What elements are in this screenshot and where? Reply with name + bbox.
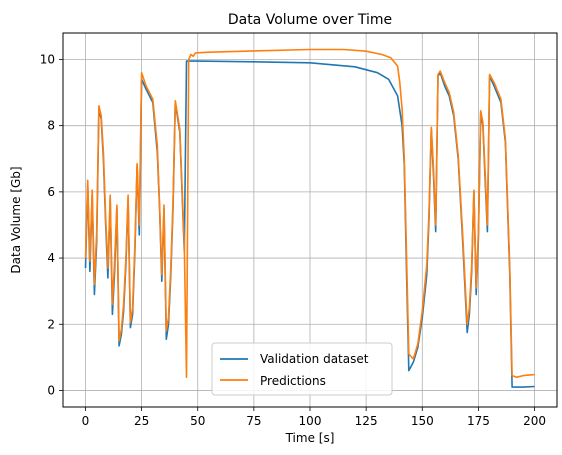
legend-label-predictions: Predictions [260, 374, 326, 388]
y-axis-ticks: 0 2 4 6 8 10 [40, 52, 63, 397]
legend-label-validation: Validation dataset [260, 352, 369, 366]
x-tick-label: 125 [355, 414, 378, 428]
legend: Validation dataset Predictions [212, 343, 392, 395]
y-tick-label: 4 [47, 251, 55, 265]
x-tick-label: 175 [467, 414, 490, 428]
y-axis-label: Data Volume [Gb] [9, 166, 23, 273]
chart-title: Data Volume over Time [228, 12, 392, 28]
x-axis-ticks: 0 25 50 75 100 125 150 175 200 [82, 407, 546, 428]
y-tick-label: 2 [47, 317, 55, 331]
x-tick-label: 150 [411, 414, 434, 428]
y-tick-label: 6 [47, 185, 55, 199]
y-tick-label: 10 [40, 52, 55, 66]
x-axis-label: Time [s] [285, 431, 335, 445]
x-tick-label: 75 [246, 414, 261, 428]
x-tick-label: 200 [523, 414, 546, 428]
x-tick-label: 0 [82, 414, 90, 428]
x-tick-label: 25 [134, 414, 149, 428]
x-tick-label: 50 [190, 414, 205, 428]
y-tick-label: 8 [47, 119, 55, 133]
y-tick-label: 0 [47, 383, 55, 397]
x-tick-label: 100 [299, 414, 322, 428]
